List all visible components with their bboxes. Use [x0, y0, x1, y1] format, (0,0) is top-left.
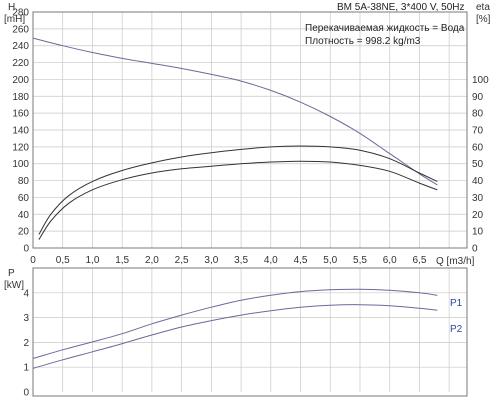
- top-plot-frame: [32, 11, 468, 249]
- top-chart-ticks: 0204060801001201401601802002202402602800…: [12, 8, 489, 267]
- eta-tick-label: 40: [472, 176, 484, 187]
- power-curve-p1: [32, 288, 438, 359]
- q-tick-label: 1,5: [115, 255, 129, 266]
- q-tick-label: 4,0: [264, 255, 278, 266]
- q-tick-label: 0: [30, 255, 36, 266]
- eta-tick-label: 70: [472, 126, 484, 137]
- q-tick-label: 2,5: [175, 255, 189, 266]
- h-tick-label: 160: [12, 109, 29, 120]
- h-tick-label: 100: [12, 159, 29, 170]
- h-tick-label: 140: [12, 126, 29, 137]
- bottom-plot-frame: [32, 267, 468, 397]
- bottom-chart-ticks: 0 1 2 3 4: [23, 288, 29, 398]
- h-tick-label: 280: [12, 8, 29, 19]
- h-tick-label: 240: [12, 41, 29, 52]
- p-tick-label: 4: [23, 288, 29, 299]
- series-label-p1: P1: [450, 298, 463, 309]
- h-tick-label: 260: [12, 24, 29, 35]
- eta-tick-label: 10: [472, 227, 484, 238]
- density-note: Плотность = 998.2 kg/m3: [305, 36, 421, 47]
- eta-tick-label: 100: [472, 75, 489, 86]
- pump-model-label: BM 5A-38NE, 3*400 V, 50Hz: [337, 2, 464, 13]
- h-tick-label: 80: [18, 176, 30, 187]
- q-tick-label: 1,0: [85, 255, 99, 266]
- q-tick-label: 4,5: [294, 255, 308, 266]
- h-axis-label: H: [8, 2, 15, 13]
- q-tick-label: 6,0: [383, 255, 397, 266]
- eta-axis-unit: [%]: [476, 14, 491, 25]
- h-axis-unit: [mH]: [4, 14, 25, 25]
- eta-tick-label: 60: [472, 142, 484, 153]
- eta-axis-label: eta: [476, 2, 490, 13]
- q-tick-label: 3,5: [234, 255, 248, 266]
- q-axis-label: Q [m3/h]: [436, 256, 475, 267]
- eta-tick-label: 20: [472, 210, 484, 221]
- h-tick-label: 220: [12, 58, 29, 69]
- top-chart-grid: [33, 12, 467, 248]
- p-tick-label: 2: [23, 338, 29, 349]
- bottom-chart-series: P1 P2: [32, 288, 463, 369]
- efficiency-curve-2: [38, 160, 438, 240]
- p-tick-label: 0: [23, 388, 29, 399]
- top-chart-series: [32, 37, 438, 240]
- q-tick-label: 5,0: [323, 255, 337, 266]
- series-label-p2: P2: [450, 324, 463, 335]
- q-tick-label: 0,5: [56, 255, 70, 266]
- h-tick-label: 180: [12, 92, 29, 103]
- h-tick-label: 200: [12, 75, 29, 86]
- head-curve-h: [32, 37, 438, 186]
- p-tick-label: 1: [23, 363, 29, 374]
- p-axis-label: P: [8, 268, 15, 279]
- eta-tick-label: 80: [472, 109, 484, 120]
- efficiency-curve-1: [38, 145, 438, 235]
- q-tick-label: 2,0: [145, 255, 159, 266]
- eta-tick-label: 50: [472, 159, 484, 170]
- h-tick-label: 0: [23, 244, 29, 255]
- h-tick-label: 60: [18, 193, 30, 204]
- q-tick-label: 6,5: [412, 255, 426, 266]
- power-curve-p2: [32, 304, 438, 369]
- eta-tick-label: 90: [472, 92, 484, 103]
- p-axis-unit: [kW]: [4, 280, 24, 291]
- h-tick-label: 120: [12, 142, 29, 153]
- q-tick-label: 5,5: [353, 255, 367, 266]
- fluid-note: Перекачиваемая жидкость = Вода: [305, 23, 465, 34]
- h-tick-label: 40: [18, 210, 30, 221]
- q-tick-label: 3,0: [204, 255, 218, 266]
- p-tick-label: 3: [23, 313, 29, 324]
- eta-tick-label: 30: [472, 193, 484, 204]
- bottom-chart-grid: [33, 268, 467, 392]
- h-tick-label: 20: [18, 227, 30, 238]
- eta-tick-label: 0: [472, 244, 478, 255]
